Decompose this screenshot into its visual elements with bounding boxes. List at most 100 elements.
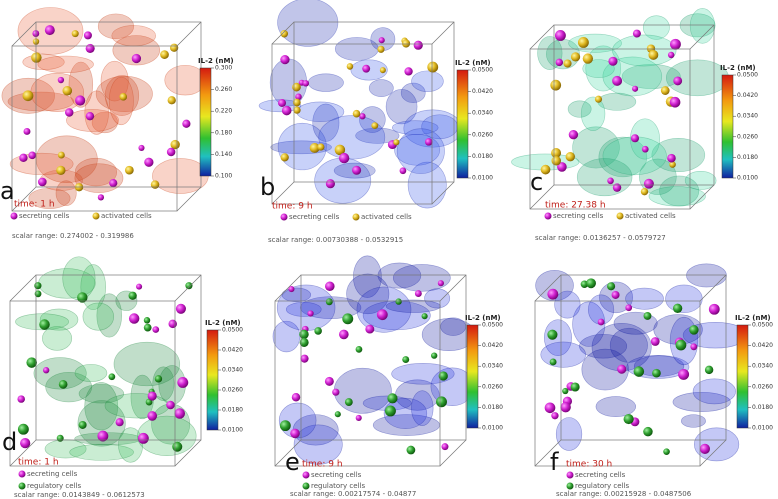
cell xyxy=(355,414,362,421)
cell xyxy=(660,86,670,95)
cell xyxy=(170,139,180,150)
colorbar-tick-label: 0.0340 xyxy=(482,363,503,370)
cell xyxy=(65,108,74,117)
legend-dot xyxy=(544,212,552,220)
cell xyxy=(154,375,163,383)
isosurface xyxy=(318,115,386,160)
cell xyxy=(607,177,614,185)
volume-render xyxy=(258,0,463,209)
cell xyxy=(438,371,448,381)
legend-label: activated cells xyxy=(361,213,412,221)
cube-edge xyxy=(174,439,202,467)
colorbar-title: IL-2 (nM) xyxy=(205,319,241,327)
cube-edge xyxy=(699,274,727,302)
cell xyxy=(291,393,301,402)
cube-edge xyxy=(534,274,562,302)
cube-edge xyxy=(431,21,455,45)
isosurface xyxy=(78,384,125,404)
isosurface xyxy=(74,157,118,187)
colorbar-tick-label: 0.140 xyxy=(215,151,232,158)
cell xyxy=(577,37,589,48)
cell xyxy=(34,282,42,290)
cube-edge xyxy=(534,439,562,467)
cell xyxy=(362,64,371,73)
cube-edge xyxy=(271,181,295,205)
cell xyxy=(690,343,698,351)
cell xyxy=(309,142,320,153)
cell xyxy=(669,161,676,168)
isosurface xyxy=(368,79,394,97)
cell xyxy=(334,411,341,418)
legend-dot xyxy=(18,482,26,490)
legend-dot xyxy=(280,213,288,221)
cell xyxy=(547,329,558,340)
isosurface xyxy=(33,357,87,390)
cell xyxy=(594,95,603,103)
cell xyxy=(168,319,177,329)
cube-edge xyxy=(271,21,295,45)
cube-front xyxy=(9,300,176,467)
isosurface xyxy=(411,70,444,92)
cell xyxy=(551,412,559,420)
cell xyxy=(667,153,676,163)
legend-label: regulatory cells xyxy=(27,482,81,490)
cell xyxy=(71,30,79,38)
cell xyxy=(355,346,363,353)
cell xyxy=(555,58,564,67)
isosurface xyxy=(276,284,336,331)
isosurface xyxy=(333,367,392,414)
cell xyxy=(295,93,302,101)
cube-edge xyxy=(176,186,202,212)
legend-label: secreting cells xyxy=(553,212,604,220)
colorbar-tick-label: 0.0420 xyxy=(737,92,758,99)
cell xyxy=(290,428,300,439)
cell xyxy=(346,63,354,70)
cell xyxy=(560,402,571,413)
cube-edge xyxy=(431,181,455,205)
isosurface xyxy=(62,256,96,301)
isosurface xyxy=(96,293,122,338)
cube-edge xyxy=(689,184,715,210)
isosurface xyxy=(612,34,677,67)
cell xyxy=(23,128,31,135)
cell xyxy=(338,152,350,164)
cell xyxy=(640,187,649,196)
panel-letter: d xyxy=(2,428,17,456)
cell xyxy=(174,408,185,419)
cube-edge xyxy=(439,439,467,467)
cell xyxy=(650,337,660,346)
colorbar-tick-label: 0.0340 xyxy=(737,113,758,120)
legend-dot xyxy=(302,482,310,490)
isosurface xyxy=(572,301,606,347)
isosurface xyxy=(609,327,648,363)
isosurface xyxy=(621,64,681,89)
cube-front xyxy=(274,300,441,467)
isosurface xyxy=(595,396,636,417)
cell xyxy=(152,326,160,333)
cell xyxy=(652,368,661,378)
cell xyxy=(612,183,622,192)
panel: IL-2 (nM)0.0500 0.0420 0.0340 0.0260 0.0180 0… xyxy=(534,263,773,498)
cell xyxy=(83,31,92,40)
cell xyxy=(641,145,649,153)
colorbar-tick-label: 0.0100 xyxy=(752,425,773,432)
isosurface xyxy=(582,59,615,78)
cell xyxy=(623,413,634,425)
time-label: time: 1 h xyxy=(18,458,59,468)
scalar-range: scalar range: 0.00217574 - 0.04877 xyxy=(290,490,416,498)
cube-edge xyxy=(9,274,37,302)
cube-edge xyxy=(699,439,727,467)
cell xyxy=(147,411,158,421)
colorbar-tick-label: 0.0180 xyxy=(472,153,493,160)
legend-label: activated cells xyxy=(101,212,152,220)
cell xyxy=(334,144,346,156)
isosurface xyxy=(277,0,339,47)
isosurface xyxy=(100,60,129,102)
cell xyxy=(554,30,566,41)
cell xyxy=(414,290,422,297)
isosurface xyxy=(642,15,670,40)
cell xyxy=(413,40,423,50)
isosurface xyxy=(74,364,108,383)
cell xyxy=(128,313,140,324)
isosurface xyxy=(69,443,134,461)
